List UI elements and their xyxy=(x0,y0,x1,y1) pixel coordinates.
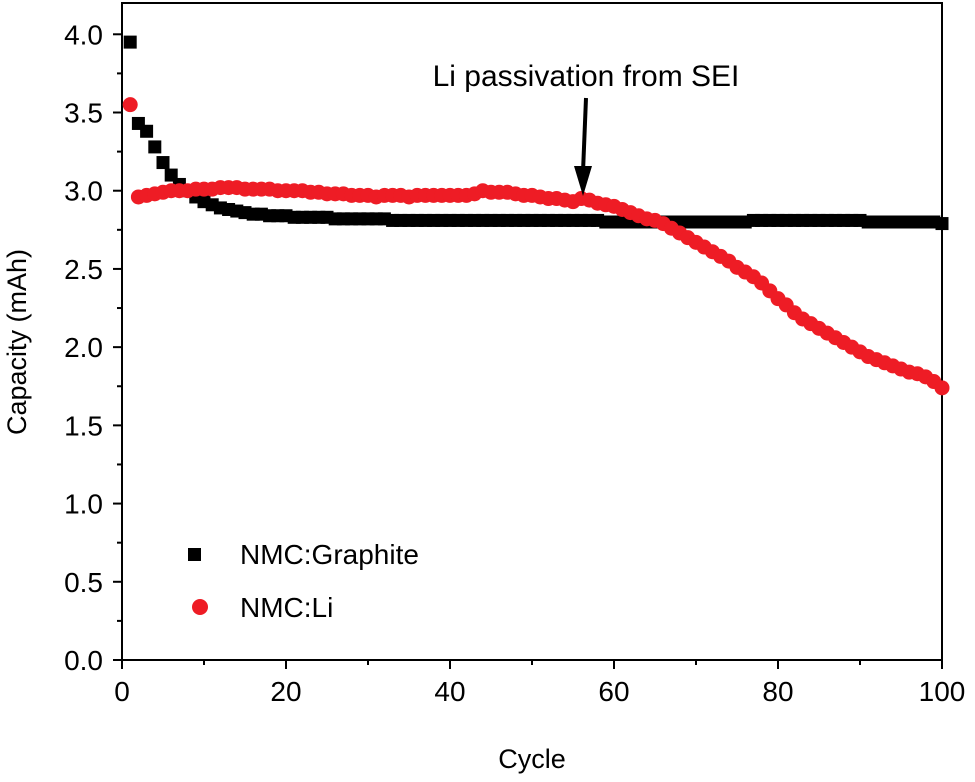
series-layer xyxy=(122,35,950,396)
legend-label-graphite: NMC:Graphite xyxy=(240,539,419,570)
y-tick-label: 3.0 xyxy=(64,176,103,207)
x-tick-label: 40 xyxy=(434,676,465,707)
legend-marker-li xyxy=(192,599,208,615)
legend-marker-graphite xyxy=(188,548,201,561)
y-tick-label: 1.0 xyxy=(64,489,103,520)
x-axis-title: Cycle xyxy=(498,744,566,774)
y-tick-label: 4.0 xyxy=(64,19,103,50)
annotation-arrow-head xyxy=(574,166,592,196)
series-0-point xyxy=(123,35,137,49)
annotation-arrow-shaft xyxy=(581,97,588,173)
series-0-point xyxy=(140,124,154,138)
annotation: Li passivation from SEI xyxy=(433,60,740,196)
series-0-point xyxy=(156,156,170,170)
y-tick-label: 2.5 xyxy=(64,254,103,285)
x-axis-ticks: 0 20 40 60 80 100 xyxy=(114,660,965,707)
y-tick-label: 3.5 xyxy=(64,98,103,129)
series-1-point xyxy=(934,380,950,396)
y-tick-label: 1.5 xyxy=(64,410,103,441)
x-tick-label: 80 xyxy=(762,676,793,707)
y-tick-label: 0.5 xyxy=(64,567,103,598)
series-0-point xyxy=(935,217,949,231)
x-tick-label: 20 xyxy=(270,676,301,707)
series-0-point xyxy=(148,140,162,154)
y-tick-label: 0.0 xyxy=(64,645,103,676)
legend: NMC:Graphite NMC:Li xyxy=(188,539,419,623)
legend-label-li: NMC:Li xyxy=(240,592,333,623)
y-tick-label: 2.0 xyxy=(64,332,103,363)
x-tick-label: 100 xyxy=(919,676,966,707)
series-1-point xyxy=(122,97,138,113)
annotation-text: Li passivation from SEI xyxy=(433,60,740,93)
y-axis-ticks: 0.0 0.5 1.0 1.5 2.0 2.5 3.0 3.5 4.0 xyxy=(64,19,122,676)
x-tick-label: 60 xyxy=(598,676,629,707)
y-axis-title: Capacity (mAh) xyxy=(2,249,32,435)
x-tick-label: 0 xyxy=(114,676,130,707)
